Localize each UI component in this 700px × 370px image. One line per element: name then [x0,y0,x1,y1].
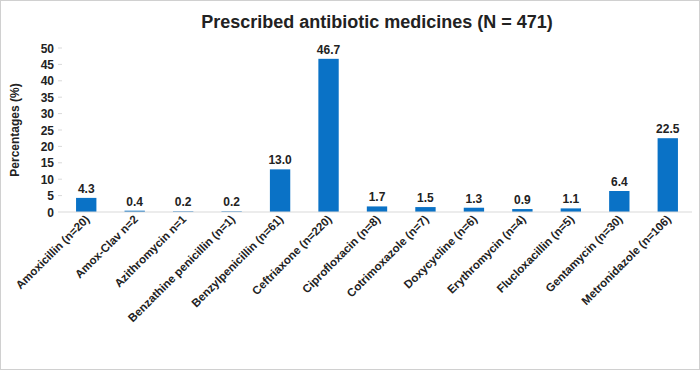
data-label: 1.1 [563,192,580,206]
x-tick-label: Ceftriaxone (n=220) [250,213,334,297]
y-tick-label: 20 [41,140,55,154]
data-label: 0.9 [514,193,531,207]
data-label: 0.2 [175,195,192,209]
y-tick [58,195,62,196]
y-tick [58,179,62,180]
y-tick-label: 15 [41,156,55,170]
chart-border [1,1,700,370]
y-axis-label: Percentages (%) [8,83,22,176]
bars [76,59,678,212]
y-tick [58,64,62,65]
data-label: 1.3 [466,192,483,206]
data-label: 46.7 [317,43,341,57]
chart-svg: Prescribed antibiotic medicines (N = 471… [0,0,700,370]
labels: 4.3Amoxicillin (n=20)0.4Amox-Clav n=20.2… [13,43,679,324]
bar [658,138,678,212]
x-tick-label: Gentamycin (n=30) [543,213,625,295]
y-tick [58,162,62,163]
y-tick-label: 45 [41,58,55,72]
y-tick-label: 0 [47,206,54,220]
chart-title: Prescribed antibiotic medicines (N = 471… [201,12,553,32]
x-tick-label: Ciprofloxacin (n=8) [300,213,382,295]
y-tick [58,130,62,131]
y-tick-label: 30 [41,107,55,121]
bar [270,169,290,212]
x-tick-label: Flucloxacillin (n=5) [494,213,576,295]
chart-root: Prescribed antibiotic medicines (N = 471… [0,0,700,370]
data-label: 6.4 [611,175,628,189]
x-tick-label: Benzylpenicillin (n=61) [189,213,285,309]
data-label: 1.7 [369,190,386,204]
y-tick [58,146,62,147]
x-tick-label: Metronidazole (n=106) [579,213,673,307]
y-tick [58,113,62,114]
y-tick-label: 10 [41,173,55,187]
bar [561,208,581,212]
y-tick-label: 40 [41,74,55,88]
data-label: 4.3 [78,182,95,196]
bar [76,198,96,212]
y-tick [58,212,62,213]
y-tick [58,80,62,81]
data-label: 0.2 [223,195,240,209]
y-tick [58,48,62,49]
y-tick-label: 35 [41,91,55,105]
y-tick-label: 50 [41,42,55,56]
data-label: 22.5 [656,122,680,136]
bar [415,207,435,212]
data-label: 13.0 [268,153,292,167]
x-tick-label: Erythromycin (n=4) [445,213,528,296]
bar [318,59,338,212]
bar [464,208,484,212]
y-tick [58,97,62,98]
x-axis-line [62,212,692,213]
y-tick-label: 5 [47,189,54,203]
y-tick-label: 25 [41,124,55,138]
bar [367,206,387,212]
x-tick-label: Cotrimoxazole (n=7) [344,213,431,300]
bar [609,191,629,212]
data-label: 1.5 [417,191,434,205]
data-label: 0.4 [126,195,143,209]
